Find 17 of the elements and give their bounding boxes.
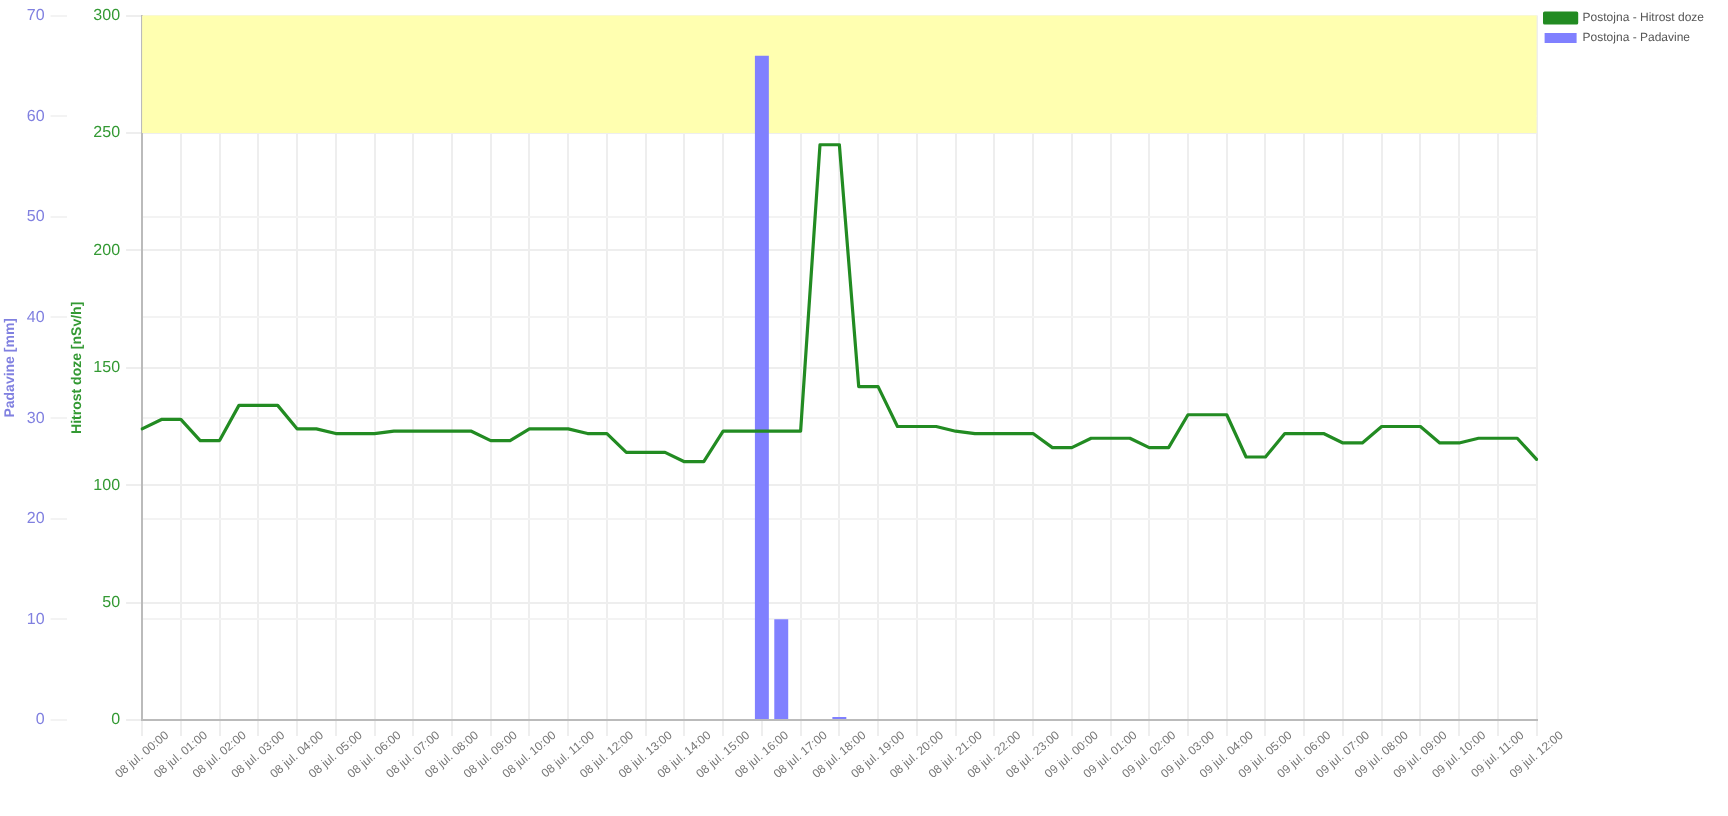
y-tick-label: 200	[93, 240, 122, 259]
y2-tick-label: 0	[35, 710, 46, 729]
y2-tick-label: 50	[26, 207, 46, 226]
y2-tick-label: 60	[26, 106, 46, 125]
y-tick-label: 250	[93, 123, 122, 142]
y-tick-label: 150	[93, 358, 122, 377]
y2-tick-label: 30	[26, 408, 46, 427]
y-tick-label: 50	[102, 593, 122, 612]
y-tick-label: 300	[93, 6, 122, 25]
y2-tick-label: 20	[26, 509, 46, 528]
bar	[774, 619, 789, 719]
y-tick-label: 100	[93, 475, 122, 494]
y2-tick-label: 10	[26, 609, 46, 628]
y2-tick-label: 70	[26, 6, 46, 25]
bar	[754, 55, 769, 719]
y2-tick-label: 40	[26, 307, 46, 326]
y-tick-label: 0	[111, 710, 122, 729]
